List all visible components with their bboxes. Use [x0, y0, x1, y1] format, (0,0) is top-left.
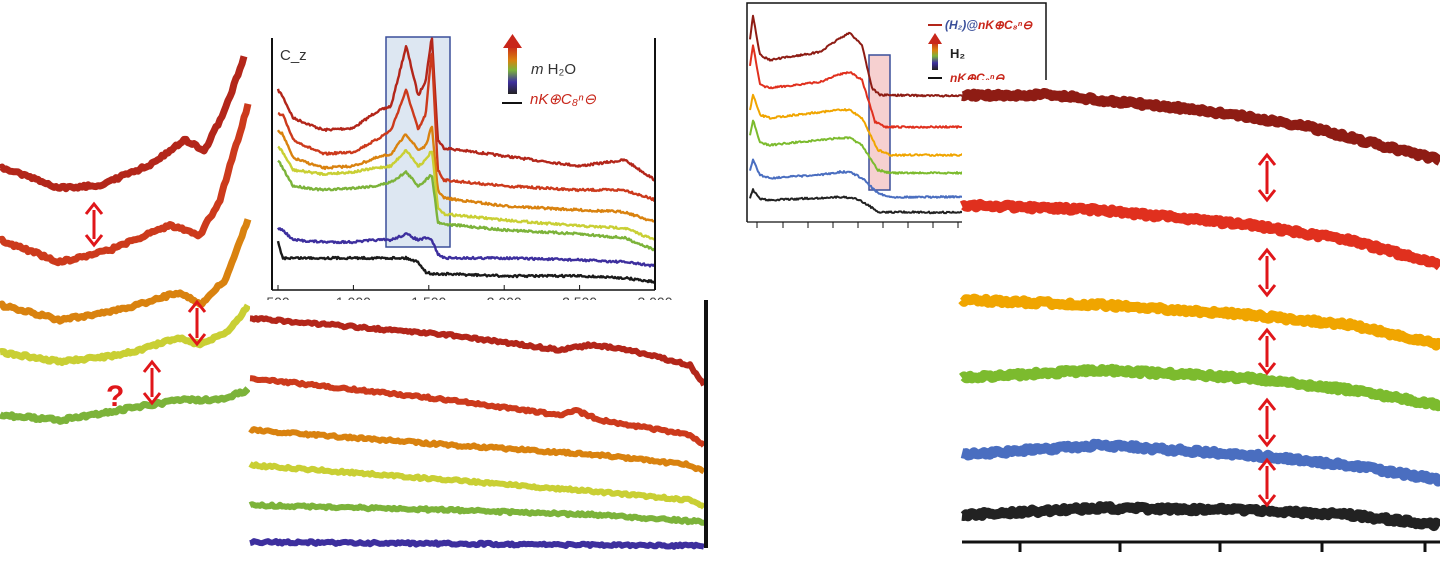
gradient-arrow-icon: [508, 46, 517, 94]
zoom-line-5: [248, 501, 705, 526]
legend-arrow-label: H₂: [950, 46, 965, 61]
double-arrow-icon: [187, 299, 207, 347]
legend-top-label: (H₂)@nK⊕C₈ⁿ⊖: [945, 18, 1033, 32]
spectrum-line-3: [276, 125, 656, 223]
zoom-line-1: [959, 88, 1440, 166]
double-arrow-icon: [84, 201, 104, 248]
zoom-line-1: [0, 55, 248, 193]
zoom-line-3: [958, 293, 1440, 351]
arrow-head-icon: [503, 34, 522, 48]
zoom-line-4: [248, 461, 707, 510]
zoom-line-2: [959, 198, 1440, 271]
legend-arrow-label: m H₂O: [531, 61, 576, 78]
spectrum-line-7: [276, 240, 656, 284]
spectrum-line-2: [277, 52, 656, 202]
double-arrow-icon: [1257, 397, 1277, 448]
bottom-zoom-panel: [248, 300, 708, 550]
double-arrow-icon: [1257, 327, 1277, 376]
double-arrow-icon: [1257, 457, 1277, 508]
h2-spectra-chart: (H₂)@nK⊕C₈ⁿ⊖ H₂ nK⊕C₈ⁿ⊖: [746, 2, 1047, 228]
zoom-line-4: [959, 363, 1440, 412]
zoom-line-6: [249, 538, 705, 550]
zoom-line-4: [0, 303, 252, 366]
zoom-line-2: [249, 375, 707, 448]
spectrum-line-5: [277, 159, 656, 252]
double-arrow-icon: [1257, 152, 1277, 203]
zoom-line-2: [0, 103, 252, 267]
right-zoom-panel: [958, 80, 1440, 580]
chart-frame: [746, 2, 1047, 222]
spectrum-line-1: [276, 37, 656, 182]
panel-label: C_z: [280, 47, 307, 64]
zoom-line-6: [959, 501, 1440, 532]
gradient-arrow-icon: [932, 42, 938, 70]
spectrum-line-4: [277, 145, 656, 242]
zoom-line-5: [0, 386, 251, 425]
main-spectra-chart: C_z 5001,0001,5002,0002,5003,000 m H₂O n…: [266, 34, 673, 310]
legend-baseline-label: nK⊕C₈ⁿ⊖: [530, 91, 597, 108]
double-arrow-icon: [1257, 247, 1277, 298]
legend: m H₂O nK⊕C₈ⁿ⊖: [502, 34, 597, 108]
question-mark: ?: [106, 380, 124, 413]
arrow-head-icon: [928, 33, 942, 44]
zoom-line-3: [0, 218, 252, 325]
spectrum-line-6: [276, 227, 657, 268]
left-zoom-panel: [0, 55, 252, 425]
zoom-line-5: [959, 438, 1440, 487]
zoom-line-3: [248, 426, 706, 475]
double-arrow-icon: [142, 359, 162, 406]
zoom-line-1: [249, 315, 707, 387]
